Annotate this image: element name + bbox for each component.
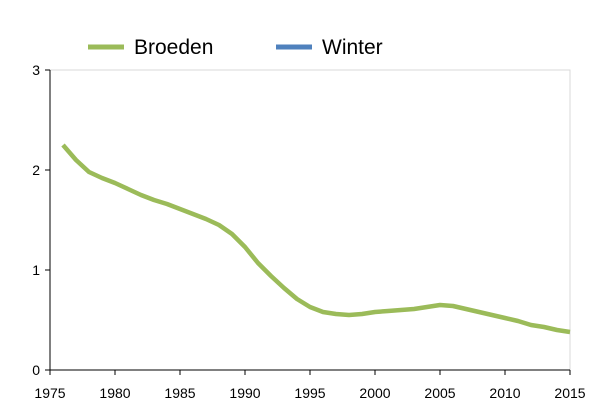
x-tick-label: 2010 xyxy=(489,385,520,400)
x-tick-label: 2000 xyxy=(359,385,390,400)
x-tick-label: 1990 xyxy=(229,385,260,400)
y-tick-label: 2 xyxy=(32,162,40,178)
x-tick-label: 2015 xyxy=(554,385,585,400)
legend-label-broeden: Broeden xyxy=(134,36,213,59)
x-tick-label: 1975 xyxy=(34,385,65,400)
series-layer xyxy=(61,143,571,335)
y-tick-label: 3 xyxy=(32,62,40,78)
axes: 0 1 2 3 1975 1980 1985 1990 1995 2000 2005 2010 2015 xyxy=(32,62,586,400)
plot-area xyxy=(49,69,571,371)
x-tick-label: 2005 xyxy=(424,385,455,400)
y-tick-label: 1 xyxy=(32,262,40,278)
y-tick-label: 0 xyxy=(32,362,40,378)
legend-label-winter: Winter xyxy=(322,36,383,59)
series-line-broeden xyxy=(61,143,571,335)
x-tick-label: 1985 xyxy=(164,385,195,400)
legend: Broeden Winter xyxy=(88,36,383,59)
x-tick-label: 1995 xyxy=(294,385,325,400)
x-tick-label: 1980 xyxy=(99,385,130,400)
